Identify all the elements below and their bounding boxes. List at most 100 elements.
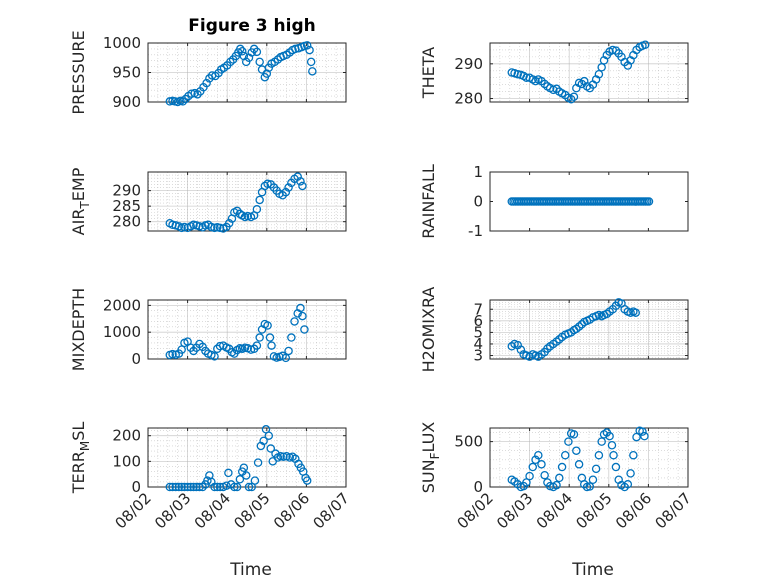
x-tick-label: 08/07 [310, 489, 353, 532]
y-tick-label: 290 [112, 182, 141, 200]
subplot-7: 0100200TERRMSL08/0208/0308/0408/0508/060… [69, 422, 353, 580]
x-tick-label: 08/05 [572, 489, 615, 532]
y-axis-label: H2OMIXRA [419, 287, 438, 373]
data-point [252, 47, 262, 57]
data-point [178, 97, 188, 106]
data-point [187, 89, 196, 98]
data-point [262, 69, 272, 78]
data-point [235, 475, 245, 484]
data-point [215, 482, 225, 492]
data-point [537, 460, 546, 469]
data-point [284, 346, 293, 356]
data-point [308, 67, 317, 76]
data-point [244, 482, 254, 492]
data-point [239, 463, 249, 473]
y-tick-label: -1 [468, 222, 483, 240]
data-point [290, 317, 299, 326]
data-point [513, 69, 522, 79]
data-point [305, 45, 314, 55]
data-point [534, 450, 543, 460]
data-point [540, 79, 549, 89]
y-tick-label: 5 [473, 323, 483, 341]
data-point [189, 482, 198, 492]
data-point [183, 482, 192, 492]
data-point [296, 303, 305, 313]
y-axis-label: PRESSURE [69, 30, 88, 114]
x-tick-label: 08/07 [652, 489, 695, 532]
y-axis-label: RAINFALL [419, 164, 438, 239]
y-tick-label: 0 [131, 478, 141, 496]
y-tick-label: 1000 [103, 34, 141, 52]
data-point [306, 57, 316, 67]
y-tick-label: 950 [112, 64, 141, 82]
data-point [255, 333, 264, 342]
data-point [168, 349, 177, 359]
data-point [215, 223, 225, 233]
x-tick-label: 08/04 [533, 489, 576, 532]
data-point [569, 430, 579, 439]
data-point [215, 341, 225, 351]
data-point [266, 444, 276, 453]
data-point [222, 481, 231, 490]
data-point [293, 172, 302, 181]
y-tick-label: 280 [112, 213, 141, 231]
data-point [525, 471, 534, 481]
y-tick-label: 0 [473, 193, 483, 211]
axes-box [489, 299, 689, 360]
data-point [640, 40, 650, 49]
subplot-4: -1 0 1 RAINFALL [419, 163, 689, 240]
x-tick-label: 08/04 [191, 489, 234, 532]
data-point [284, 183, 293, 192]
data-point [579, 480, 589, 489]
data-point [253, 458, 263, 467]
figure-title: Figure 3 high [188, 16, 316, 36]
data-point [302, 476, 312, 485]
y-axis-label: THETA [419, 47, 438, 99]
data-point [255, 195, 264, 205]
data-point [265, 333, 275, 342]
data-point [281, 187, 291, 197]
data-point [597, 437, 606, 446]
data-point [237, 47, 247, 56]
data-point [165, 482, 175, 492]
y-tick-label: 290 [454, 55, 483, 73]
y-tick-label: 2000 [103, 296, 141, 314]
data-point [168, 482, 177, 492]
axes-box [147, 171, 347, 232]
data-point [255, 57, 264, 67]
data-point [267, 341, 276, 350]
y-tick-label: 900 [112, 93, 141, 111]
data-point [180, 482, 189, 492]
data-point [516, 345, 526, 354]
y-tick-label: 6 [473, 312, 483, 330]
plot-area [490, 300, 688, 359]
y-tick-label: 500 [454, 433, 483, 451]
data-point [540, 470, 549, 480]
data-point [623, 480, 633, 489]
data-point [171, 482, 180, 492]
data-point [210, 352, 219, 361]
y-tick-label: 0 [473, 478, 483, 496]
data-point [202, 78, 211, 88]
data-point [232, 482, 242, 492]
y-axis-label: AIRTEMP [69, 167, 92, 235]
data-point [298, 181, 307, 191]
axes-box [489, 427, 689, 488]
data-point [224, 218, 234, 228]
y-tick-label: 1 [473, 163, 483, 181]
y-axis-label: MIXDEPTH [69, 288, 88, 371]
data-point [302, 41, 312, 50]
y-tick-label: 1000 [103, 323, 141, 341]
data-point [557, 462, 567, 472]
data-point [224, 468, 233, 478]
data-point [611, 46, 621, 55]
data-point [263, 179, 272, 189]
subplot-8: 0500SUNFLUX08/0208/0308/0408/0508/0608/0… [419, 422, 695, 580]
data-point [594, 69, 604, 79]
data-point [609, 450, 618, 460]
data-point [201, 346, 210, 356]
data-point [577, 79, 587, 89]
